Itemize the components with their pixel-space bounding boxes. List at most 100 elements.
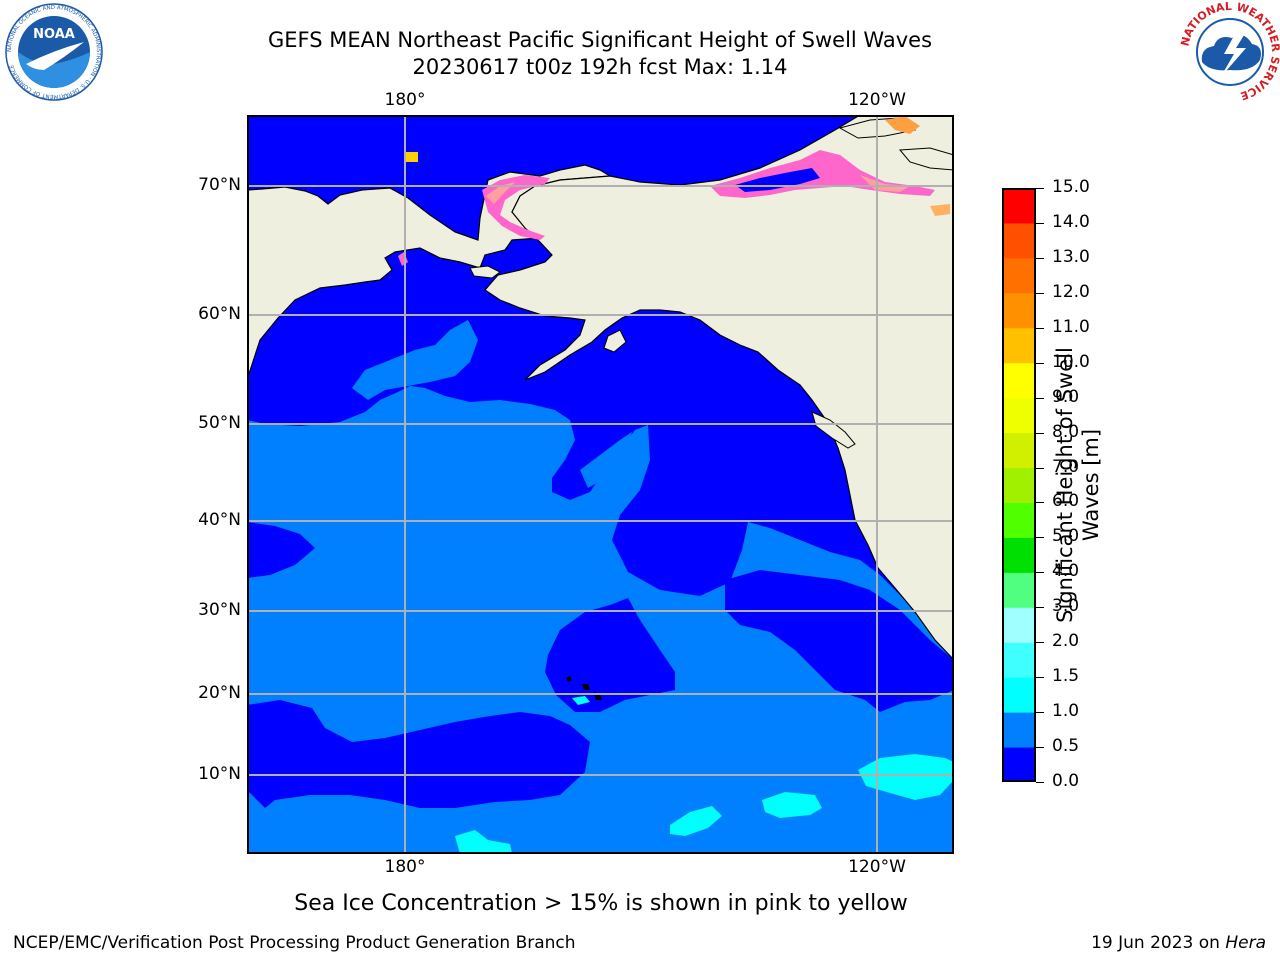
band-low-east-lobe	[725, 570, 954, 712]
band-mid-gulf-streak	[580, 432, 632, 488]
colorbar-tick-mark	[1036, 467, 1044, 469]
colorbar-tick-mark	[1036, 327, 1044, 329]
colorbar-swatch	[1002, 397, 1036, 434]
colorbar-tick-label: 8.0	[1052, 421, 1080, 442]
lat-label-40n: 40°N	[198, 510, 241, 530]
noaa-logo: NATIONAL OCEANIC AND ATMOSPHERIC ADMINIS…	[5, 3, 103, 101]
colorbar-swatch	[1002, 712, 1036, 748]
colorbar-title: Significant Height of Swell Waves [m]	[1052, 185, 1104, 785]
colorbar-tick-mark	[1036, 642, 1044, 644]
band-low-south-west	[247, 700, 590, 808]
colorbar-tick-mark	[1036, 397, 1044, 399]
colorbar-tick-label: 12.0	[1052, 281, 1090, 302]
band-low-hawaii	[545, 598, 675, 712]
colorbar-title-line-2: Waves [m]	[1079, 428, 1103, 542]
island-st-lawrence	[469, 265, 501, 279]
lat-label-30n: 30°N	[198, 600, 241, 620]
title-line-2: 20230617 t00z 192h fcst Max: 1.14	[412, 55, 788, 79]
lat-label-70n: 70°N	[198, 175, 241, 195]
colorbar-tick-mark	[1036, 747, 1044, 749]
colorbar-tick-label: 0.5	[1052, 736, 1080, 757]
colorbar-swatch	[1002, 502, 1036, 538]
colorbar-tick-label: 3.0	[1052, 596, 1080, 617]
colorbar-tick-mark	[1036, 362, 1044, 364]
colorbar-swatch	[1002, 362, 1036, 399]
colorbar-tick-label: 6.0	[1052, 491, 1080, 512]
colorbar-swatch	[1002, 677, 1036, 713]
footer-date: 19 Jun 2023 on Hera	[1091, 933, 1266, 953]
colorbar-tick-mark	[1036, 677, 1044, 679]
lon-label-120w-bottom: 120°W	[848, 857, 906, 877]
lon-label-120w-top: 120°W	[848, 90, 906, 110]
lat-label-10n: 10°N	[198, 764, 241, 784]
band-high-patch-south	[455, 830, 512, 854]
lat-label-50n: 50°N	[198, 413, 241, 433]
lat-label-20n: 20°N	[198, 683, 241, 703]
colorbar-tick-mark	[1036, 257, 1044, 259]
colorbar-tick-label: 11.0	[1052, 316, 1090, 337]
title-line-1: GEFS MEAN Northeast Pacific Significant …	[267, 28, 933, 52]
island-hawaii-main	[566, 676, 602, 700]
colorbar-swatch	[1002, 642, 1036, 678]
colorbar-swatch	[1002, 537, 1036, 573]
colorbar-tick-mark	[1036, 292, 1044, 294]
noaa-text: NOAA	[33, 27, 75, 42]
colorbar-tick-mark	[1036, 712, 1044, 714]
colorbar-tick-mark	[1036, 607, 1044, 609]
colorbar-tick-mark	[1036, 188, 1044, 189]
colorbar	[1002, 188, 1036, 782]
colorbar-swatch	[1002, 257, 1036, 294]
colorbar-swatch	[1002, 188, 1036, 224]
colorbar-title-line-1: Significant Height of Swell	[1053, 347, 1077, 623]
colorbar-swatches	[1002, 188, 1036, 782]
lon-label-180-bottom: 180°	[384, 857, 426, 877]
colorbar-tick-label: 7.0	[1052, 456, 1080, 477]
colorbar-tick-label: 2.0	[1052, 631, 1080, 652]
island-arctic-2	[898, 147, 954, 171]
colorbar-tick-label: 4.0	[1052, 561, 1080, 582]
colorbar-tick-label: 1.5	[1052, 666, 1080, 687]
colorbar-tick-mark	[1036, 502, 1044, 504]
colorbar-frame	[1002, 188, 1036, 782]
colorbar-tick-label: 0.0	[1052, 771, 1080, 791]
colorbar-tick-label: 10.0	[1052, 351, 1090, 372]
map-frame	[247, 115, 954, 854]
colorbar-swatch	[1002, 292, 1036, 329]
lat-label-60n: 60°N	[198, 304, 241, 324]
colorbar-tick-mark	[1036, 222, 1044, 224]
colorbar-swatch	[1002, 222, 1036, 259]
colorbar-swatch	[1002, 747, 1036, 782]
band-high-patch-central-2	[670, 806, 722, 836]
swell-height-map	[247, 115, 954, 854]
colorbar-tick-label: 1.0	[1052, 701, 1080, 722]
nws-logo: NATIONAL WEATHER SERVICE	[1180, 2, 1280, 102]
colorbar-tick-mark	[1036, 572, 1044, 574]
band-high-patch-hawaii	[572, 696, 590, 705]
colorbar-tick-mark	[1036, 432, 1044, 434]
colorbar-tick-label: 5.0	[1052, 526, 1080, 547]
band-mid-bering	[352, 320, 478, 400]
colorbar-swatch	[1002, 572, 1036, 608]
footer-date-text: 19 Jun 2023 on	[1091, 933, 1226, 953]
colorbar-swatch	[1002, 327, 1036, 364]
band-high-patch-central	[762, 792, 822, 818]
island-vancouver	[811, 411, 856, 449]
footer-organization: NCEP/EMC/Verification Post Processing Pr…	[13, 933, 576, 953]
colorbar-swatch	[1002, 607, 1036, 643]
colorbar-swatch	[1002, 467, 1036, 503]
colorbar-tick-label: 15.0	[1052, 177, 1090, 197]
sea-ice-note-text: Sea Ice Concentration > 15% is shown in …	[294, 891, 908, 916]
colorbar-tick-mark	[1036, 782, 1044, 783]
colorbar-tick-label: 13.0	[1052, 246, 1090, 267]
lon-label-180-top: 180°	[384, 90, 426, 110]
band-low-west-lobe	[247, 522, 315, 578]
colorbar-swatch	[1002, 432, 1036, 469]
footer-machine: Hera	[1225, 933, 1266, 953]
sea-ice-note: Sea Ice Concentration > 15% is shown in …	[0, 891, 1280, 916]
land-north-america	[484, 115, 954, 661]
band-high-patch-east	[858, 754, 954, 800]
graticule	[247, 115, 954, 854]
island-kodiak	[603, 329, 627, 353]
colorbar-tick-mark	[1036, 537, 1044, 539]
colorbar-tick-label: 9.0	[1052, 386, 1080, 407]
